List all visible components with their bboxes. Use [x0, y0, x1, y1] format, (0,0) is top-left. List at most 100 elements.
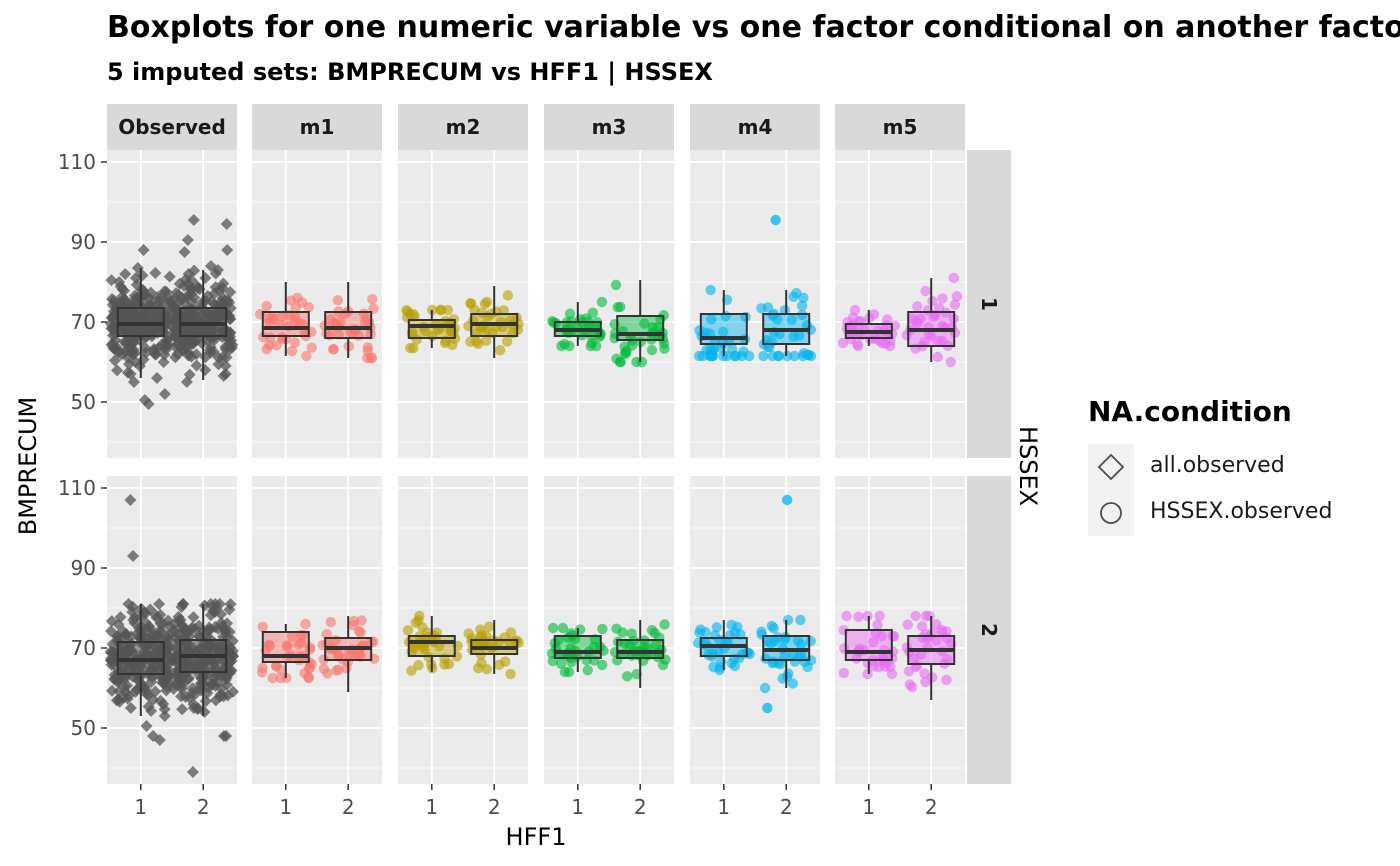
row-strip — [967, 476, 1011, 784]
data-point — [220, 678, 233, 691]
circle-icon — [1100, 502, 1122, 524]
data-point — [693, 350, 705, 362]
data-point — [172, 288, 185, 301]
outlier-point — [187, 214, 200, 226]
data-point — [759, 682, 771, 694]
data-point — [104, 317, 117, 330]
data-point — [480, 335, 492, 347]
x-tick-label: 2 — [634, 795, 647, 819]
data-point — [937, 335, 948, 347]
data-point — [786, 314, 798, 326]
x-axis-label: HFF1 — [506, 823, 567, 851]
outlier-point — [137, 244, 150, 256]
data-point — [129, 685, 142, 698]
data-point — [758, 350, 769, 362]
data-point — [862, 610, 873, 622]
chart-title: Boxplots for one numeric variable vs one… — [107, 10, 1400, 45]
legend-label-all-observed: all.observed — [1150, 453, 1285, 478]
y-tick-label: 110 — [58, 476, 96, 500]
data-point — [726, 657, 737, 669]
data-point — [574, 624, 586, 635]
col-strip — [544, 104, 674, 150]
data-point — [502, 290, 514, 301]
data-point — [173, 334, 186, 347]
data-point — [154, 617, 167, 630]
data-point — [157, 356, 170, 369]
x-tick-label: 1 — [571, 795, 584, 819]
outlier-point — [180, 376, 193, 388]
data-point — [367, 293, 378, 305]
data-point — [216, 351, 229, 364]
data-point — [150, 372, 163, 384]
data-point — [481, 296, 493, 308]
data-point — [792, 635, 804, 646]
data-point — [304, 663, 315, 674]
data-point — [160, 285, 173, 298]
x-tick-label: 2 — [197, 795, 210, 819]
data-point — [868, 636, 879, 648]
data-point — [872, 619, 883, 631]
data-point — [916, 620, 928, 632]
box — [407, 635, 456, 657]
data-point — [647, 321, 659, 333]
box — [616, 639, 665, 659]
outlier-point — [138, 394, 151, 406]
data-point — [636, 356, 648, 368]
data-point — [775, 658, 786, 670]
data-point — [793, 330, 805, 341]
data-point — [853, 611, 864, 623]
data-point — [726, 343, 738, 355]
data-point — [153, 295, 166, 308]
panel-background — [398, 150, 528, 458]
data-point — [213, 284, 226, 297]
data-point — [862, 668, 873, 680]
data-point — [838, 667, 850, 679]
y-tick-label: 90 — [71, 230, 96, 254]
data-point — [912, 301, 923, 312]
data-point — [318, 654, 329, 665]
data-point — [779, 305, 791, 316]
data-point — [347, 327, 358, 338]
panel-background — [690, 476, 820, 784]
data-point — [919, 668, 930, 679]
data-point — [286, 345, 298, 357]
outlier-point — [127, 550, 140, 562]
data-point — [182, 346, 195, 359]
y-tick-label: 70 — [71, 310, 96, 334]
data-point — [216, 620, 229, 633]
outlier-point — [113, 276, 126, 288]
col-strip-label: Observed — [118, 115, 226, 139]
data-point — [837, 337, 849, 349]
data-point — [285, 295, 297, 306]
data-point — [886, 668, 898, 680]
data-point — [505, 627, 517, 638]
col-strip — [398, 104, 528, 150]
data-point — [707, 350, 718, 362]
data-point — [706, 314, 717, 325]
data-point — [587, 307, 598, 319]
data-point — [908, 653, 919, 664]
x-tick-label: 1 — [717, 795, 730, 819]
x-tick-label: 2 — [342, 795, 355, 819]
y-tick-label: 70 — [71, 636, 96, 660]
data-point — [582, 665, 593, 676]
data-point — [718, 326, 729, 338]
data-point — [209, 694, 222, 707]
outlier-point — [181, 234, 194, 246]
col-strip-label: m1 — [300, 115, 335, 139]
data-point — [911, 316, 922, 327]
data-point — [621, 671, 633, 682]
data-point — [333, 650, 344, 661]
col-strip — [252, 104, 382, 150]
data-point — [783, 668, 794, 679]
outlier-point — [178, 246, 191, 258]
data-point — [941, 674, 952, 686]
data-point — [224, 327, 237, 340]
data-point — [293, 638, 304, 650]
data-point — [494, 345, 506, 356]
data-point — [874, 610, 885, 622]
data-point — [176, 680, 189, 693]
data-point — [805, 350, 817, 362]
x-tick-label: 1 — [279, 795, 292, 819]
